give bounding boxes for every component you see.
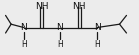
Text: H: H <box>94 39 100 49</box>
Text: N: N <box>94 23 101 32</box>
Text: NH: NH <box>72 2 86 11</box>
Text: H: H <box>57 39 63 49</box>
Text: NH: NH <box>35 2 49 11</box>
Text: N: N <box>56 23 63 32</box>
Text: H: H <box>21 39 27 49</box>
Text: N: N <box>20 23 27 32</box>
